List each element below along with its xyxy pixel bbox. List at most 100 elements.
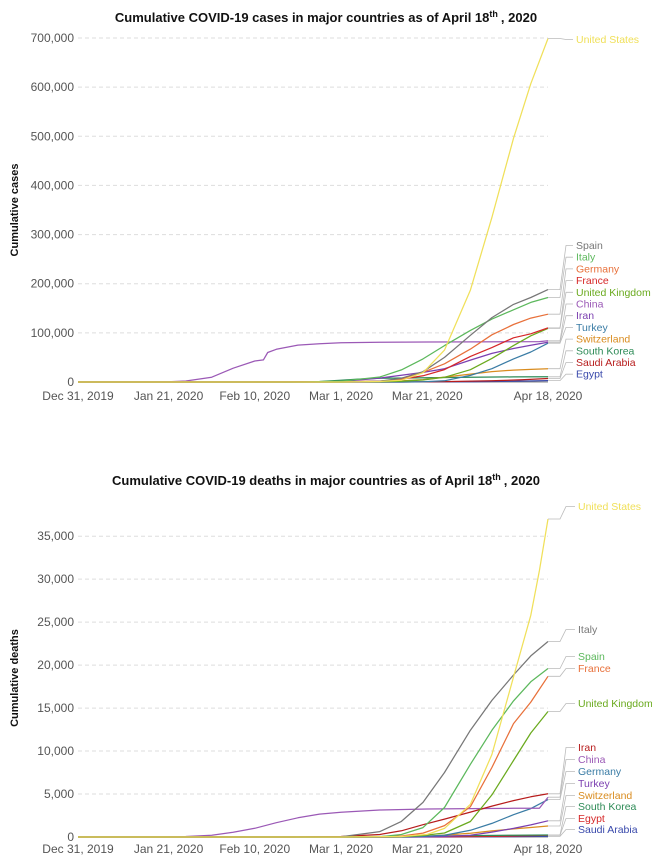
series-line-switzerland — [78, 368, 549, 383]
leader-line-italy — [548, 629, 575, 642]
series-label-spain: Spain — [576, 240, 603, 252]
series-line-china — [77, 796, 549, 838]
y-axis-label: Cumulative deaths — [9, 629, 21, 727]
x-tick-label: Dec 31, 2019 — [42, 842, 114, 856]
series-line-china — [78, 340, 549, 383]
y-tick-label: 600,000 — [31, 80, 75, 94]
x-tick-label: Mar 21, 2020 — [392, 389, 463, 403]
x-tick-label: Feb 10, 2020 — [219, 389, 290, 403]
series-line-iran — [78, 341, 549, 383]
series-label-china: China — [576, 299, 604, 311]
series-line-united-states — [78, 38, 549, 383]
chart-title: Cumulative COVID-19 deaths in major coun… — [112, 472, 540, 488]
series-label-italy: Italy — [576, 252, 596, 264]
y-tick-label: 10,000 — [37, 744, 74, 758]
series-line-italy — [78, 641, 549, 838]
leader-line-south-korea — [548, 350, 573, 378]
leader-line-china — [548, 303, 573, 342]
series-label-egypt: Egypt — [578, 813, 605, 825]
series-line-germany — [78, 313, 549, 383]
deaths-chart-panel: Cumulative COVID-19 deaths in major coun… — [0, 458, 652, 858]
series-line-turkey — [78, 342, 549, 383]
series-label-germany: Germany — [578, 766, 622, 778]
series-line-united-kingdom — [78, 711, 549, 838]
chart-title-main: Cumulative COVID-19 deaths in major coun… — [112, 473, 492, 488]
series-label-saudi-arabia: Saudi Arabia — [576, 357, 636, 369]
series-label-germany: Germany — [576, 263, 620, 275]
series-label-china: China — [578, 754, 606, 766]
series-line-united-states — [78, 518, 549, 838]
series-label-turkey: Turkey — [576, 322, 608, 334]
cases-chart: Cumulative COVID-19 cases in major count… — [9, 9, 651, 403]
chart-title-suffix: , 2020 — [501, 10, 537, 25]
x-tick-label: Jan 21, 2020 — [134, 389, 204, 403]
cases-chart-panel: Cumulative COVID-19 cases in major count… — [0, 0, 652, 418]
x-tick-label: Mar 1, 2020 — [309, 389, 373, 403]
series-label-iran: Iran — [578, 742, 596, 754]
series-label-saudi-arabia: Saudi Arabia — [578, 824, 638, 836]
leader-line-china — [548, 759, 575, 798]
series-line-turkey — [78, 820, 549, 838]
x-tick-label: Dec 31, 2019 — [42, 389, 114, 403]
leader-line-spain — [548, 245, 573, 291]
y-tick-label: 0 — [67, 375, 74, 389]
x-tick-label: Feb 10, 2020 — [219, 842, 290, 856]
x-tick-label: Apr 18, 2020 — [514, 842, 583, 856]
series-label-united-kingdom: United Kingdom — [576, 287, 651, 299]
chart-title-superscript: th — [492, 472, 501, 482]
leader-line-united-kingdom — [548, 291, 573, 329]
series-line-germany — [78, 799, 549, 838]
leader-line-iran — [548, 747, 575, 795]
y-tick-label: 100,000 — [31, 326, 75, 340]
series-label-united-states: United States — [576, 34, 639, 46]
y-tick-label: 30,000 — [37, 572, 74, 586]
x-tick-label: Mar 21, 2020 — [392, 842, 463, 856]
y-tick-label: 700,000 — [31, 31, 75, 45]
leader-line-united-states — [548, 38, 573, 40]
leader-line-spain — [548, 656, 575, 669]
leader-line-saudi-arabia — [548, 829, 575, 837]
leader-line-france — [548, 280, 573, 329]
series-label-united-kingdom: United Kingdom — [578, 698, 652, 710]
series-label-turkey: Turkey — [578, 778, 610, 790]
series-label-spain: Spain — [578, 651, 605, 663]
leader-line-united-kingdom — [548, 703, 575, 712]
series-label-switzerland: Switzerland — [576, 334, 630, 346]
leader-line-egypt — [548, 818, 575, 836]
x-tick-label: Mar 1, 2020 — [309, 842, 373, 856]
y-tick-label: 25,000 — [37, 615, 74, 629]
y-tick-label: 20,000 — [37, 658, 74, 672]
leader-line-switzerland — [548, 338, 573, 370]
y-tick-label: 500,000 — [31, 129, 75, 143]
series-label-south-korea: South Korea — [578, 801, 637, 813]
series-label-united-states: United States — [578, 501, 641, 513]
chart-title-suffix: , 2020 — [504, 473, 540, 488]
series-label-france: France — [576, 275, 609, 287]
deaths-chart: Cumulative COVID-19 deaths in major coun… — [9, 472, 652, 856]
leader-line-saudi-arabia — [548, 362, 573, 379]
series-line-spain — [78, 289, 549, 383]
leader-line-switzerland — [548, 795, 575, 827]
y-axis-label: Cumulative cases — [9, 164, 21, 257]
x-tick-label: Jan 21, 2020 — [134, 842, 204, 856]
y-tick-label: 300,000 — [31, 228, 75, 242]
series-label-italy: Italy — [578, 624, 598, 636]
y-tick-label: 200,000 — [31, 277, 75, 291]
series-line-united-kingdom — [78, 327, 549, 383]
leader-line-united-states — [548, 506, 575, 520]
x-tick-label: Apr 18, 2020 — [514, 389, 583, 403]
leader-line-turkey — [548, 783, 575, 822]
chart-title-superscript: th — [489, 9, 498, 19]
y-tick-label: 35,000 — [37, 529, 74, 543]
y-tick-label: 0 — [67, 830, 74, 844]
series-label-south-korea: South Korea — [576, 345, 635, 357]
y-tick-label: 400,000 — [31, 178, 75, 192]
series-label-egypt: Egypt — [576, 369, 603, 381]
leader-line-germany — [548, 771, 575, 801]
leader-line-iran — [548, 315, 573, 343]
chart-title: Cumulative COVID-19 cases in major count… — [115, 9, 537, 25]
series-label-iran: Iran — [576, 310, 594, 322]
series-label-switzerland: Switzerland — [578, 790, 632, 802]
y-tick-label: 15,000 — [37, 701, 74, 715]
y-tick-label: 5,000 — [44, 787, 74, 801]
